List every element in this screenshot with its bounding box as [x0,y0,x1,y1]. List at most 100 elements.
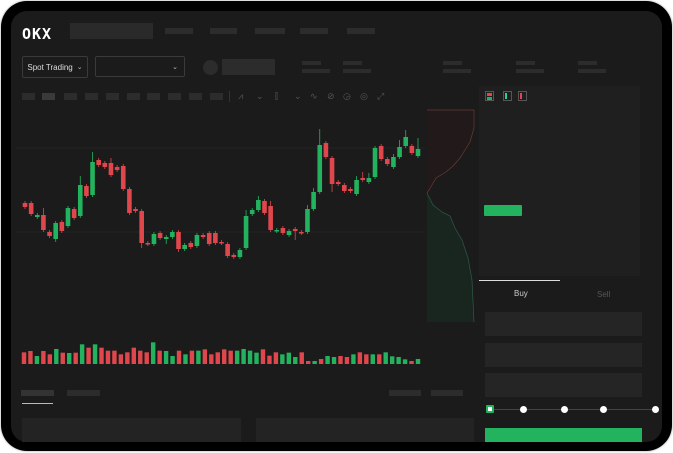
candle-body [200,235,206,237]
candle [286,229,292,237]
line-tool-icon[interactable]: ∿ [310,91,318,101]
candle [206,231,212,246]
candle [403,130,409,148]
amount-input[interactable] [485,343,642,367]
candle-body [170,232,175,237]
placeholder-bar [22,93,35,100]
candle-body [403,137,409,146]
candle-body [65,208,71,226]
volume-bar [293,357,298,364]
placeholder-bar [210,28,237,34]
placeholder-bar [106,93,119,100]
price-input[interactable] [485,312,642,336]
candle [219,240,224,245]
candle [84,184,89,198]
candle-type-icon[interactable]: ⫿ [275,91,278,101]
amount-slider-handle[interactable] [486,405,494,413]
candle [231,253,237,259]
depth-asks-area [427,110,475,193]
candle [280,226,286,235]
placeholder-bar [67,390,100,396]
market-type-dropdown[interactable]: Spot Trading ⌄ [22,56,88,78]
candle [354,176,359,196]
candle [378,144,384,161]
chevron-down-icon[interactable]: ⌄ [256,91,264,101]
placeholder-bar [302,69,330,73]
candle-body [243,216,249,248]
volume-bar [312,361,317,364]
placeholder-bar [516,61,535,65]
volume-bar [170,356,175,364]
candle [213,231,218,245]
placeholder-bar [443,69,471,73]
candle [384,157,390,166]
candle [151,232,157,246]
candle-body [391,157,396,167]
candle-body [360,178,366,180]
search-bar [70,23,153,39]
volume-bar [163,351,169,364]
candle [194,233,200,248]
indicator-icon[interactable]: ⩘ [238,91,244,101]
candle-body [59,222,65,231]
candle-body [188,243,194,247]
slider-step-75[interactable] [600,406,607,413]
volume-bar [286,352,292,364]
candle-body [354,180,359,194]
candle-body [237,250,243,257]
placeholder-bar [389,390,421,396]
volume-bar [247,350,253,364]
volume-bar [415,359,421,364]
chevron-down-icon[interactable]: ⌄ [294,91,302,101]
tab-sell[interactable]: Sell [597,290,611,299]
volume-bar [318,359,324,364]
volume-bar [222,349,227,364]
volume-bar [280,354,285,364]
candle [139,209,144,248]
order-book-both-icon[interactable] [485,91,494,101]
slider-step-50[interactable] [561,406,568,413]
slider-step-25[interactable] [520,406,527,413]
candle [391,154,396,169]
placeholder-bar [64,93,77,100]
chevron-down-icon: ⌄ [172,63,178,71]
total-input[interactable] [485,373,642,397]
placeholder-bar [302,61,321,65]
candle [108,158,114,177]
volume-bar [364,354,369,364]
candle-body [77,185,83,216]
volume-bar [157,350,162,364]
tab-buy[interactable]: Buy [514,289,528,298]
order-book-asks-icon[interactable] [518,91,527,101]
market-type-label: Spot Trading [27,62,73,72]
volume-bar [118,354,124,364]
candle [415,138,421,158]
volume-bar [260,349,266,364]
slider-step-100[interactable] [652,406,659,413]
placeholder-bar [255,28,285,34]
candle [77,176,83,218]
candle-body [84,186,89,196]
trading-pair-dropdown[interactable]: ⌄ [95,56,185,77]
order-book-bids-icon[interactable] [503,91,512,101]
candle [237,248,243,259]
candle [90,152,95,197]
amount-slider-track[interactable] [489,409,655,410]
placeholder-bar [210,93,223,100]
snapshot-icon[interactable]: ◶ [343,91,351,101]
candle-body [151,234,157,244]
volume-bar [73,352,78,364]
candle-body [280,228,286,233]
candle-body [231,255,237,257]
candle-body [34,215,40,217]
bottom-tab-underline [22,403,53,404]
settings-icon[interactable]: ◎ [360,91,368,101]
candle-body [102,163,108,167]
buy-button[interactable] [485,428,642,442]
fullscreen-icon[interactable]: ⤢ [377,91,385,101]
ruler-icon[interactable]: ⊘ [327,91,335,101]
candle [317,129,323,194]
candle [311,188,316,211]
candle [188,241,194,249]
